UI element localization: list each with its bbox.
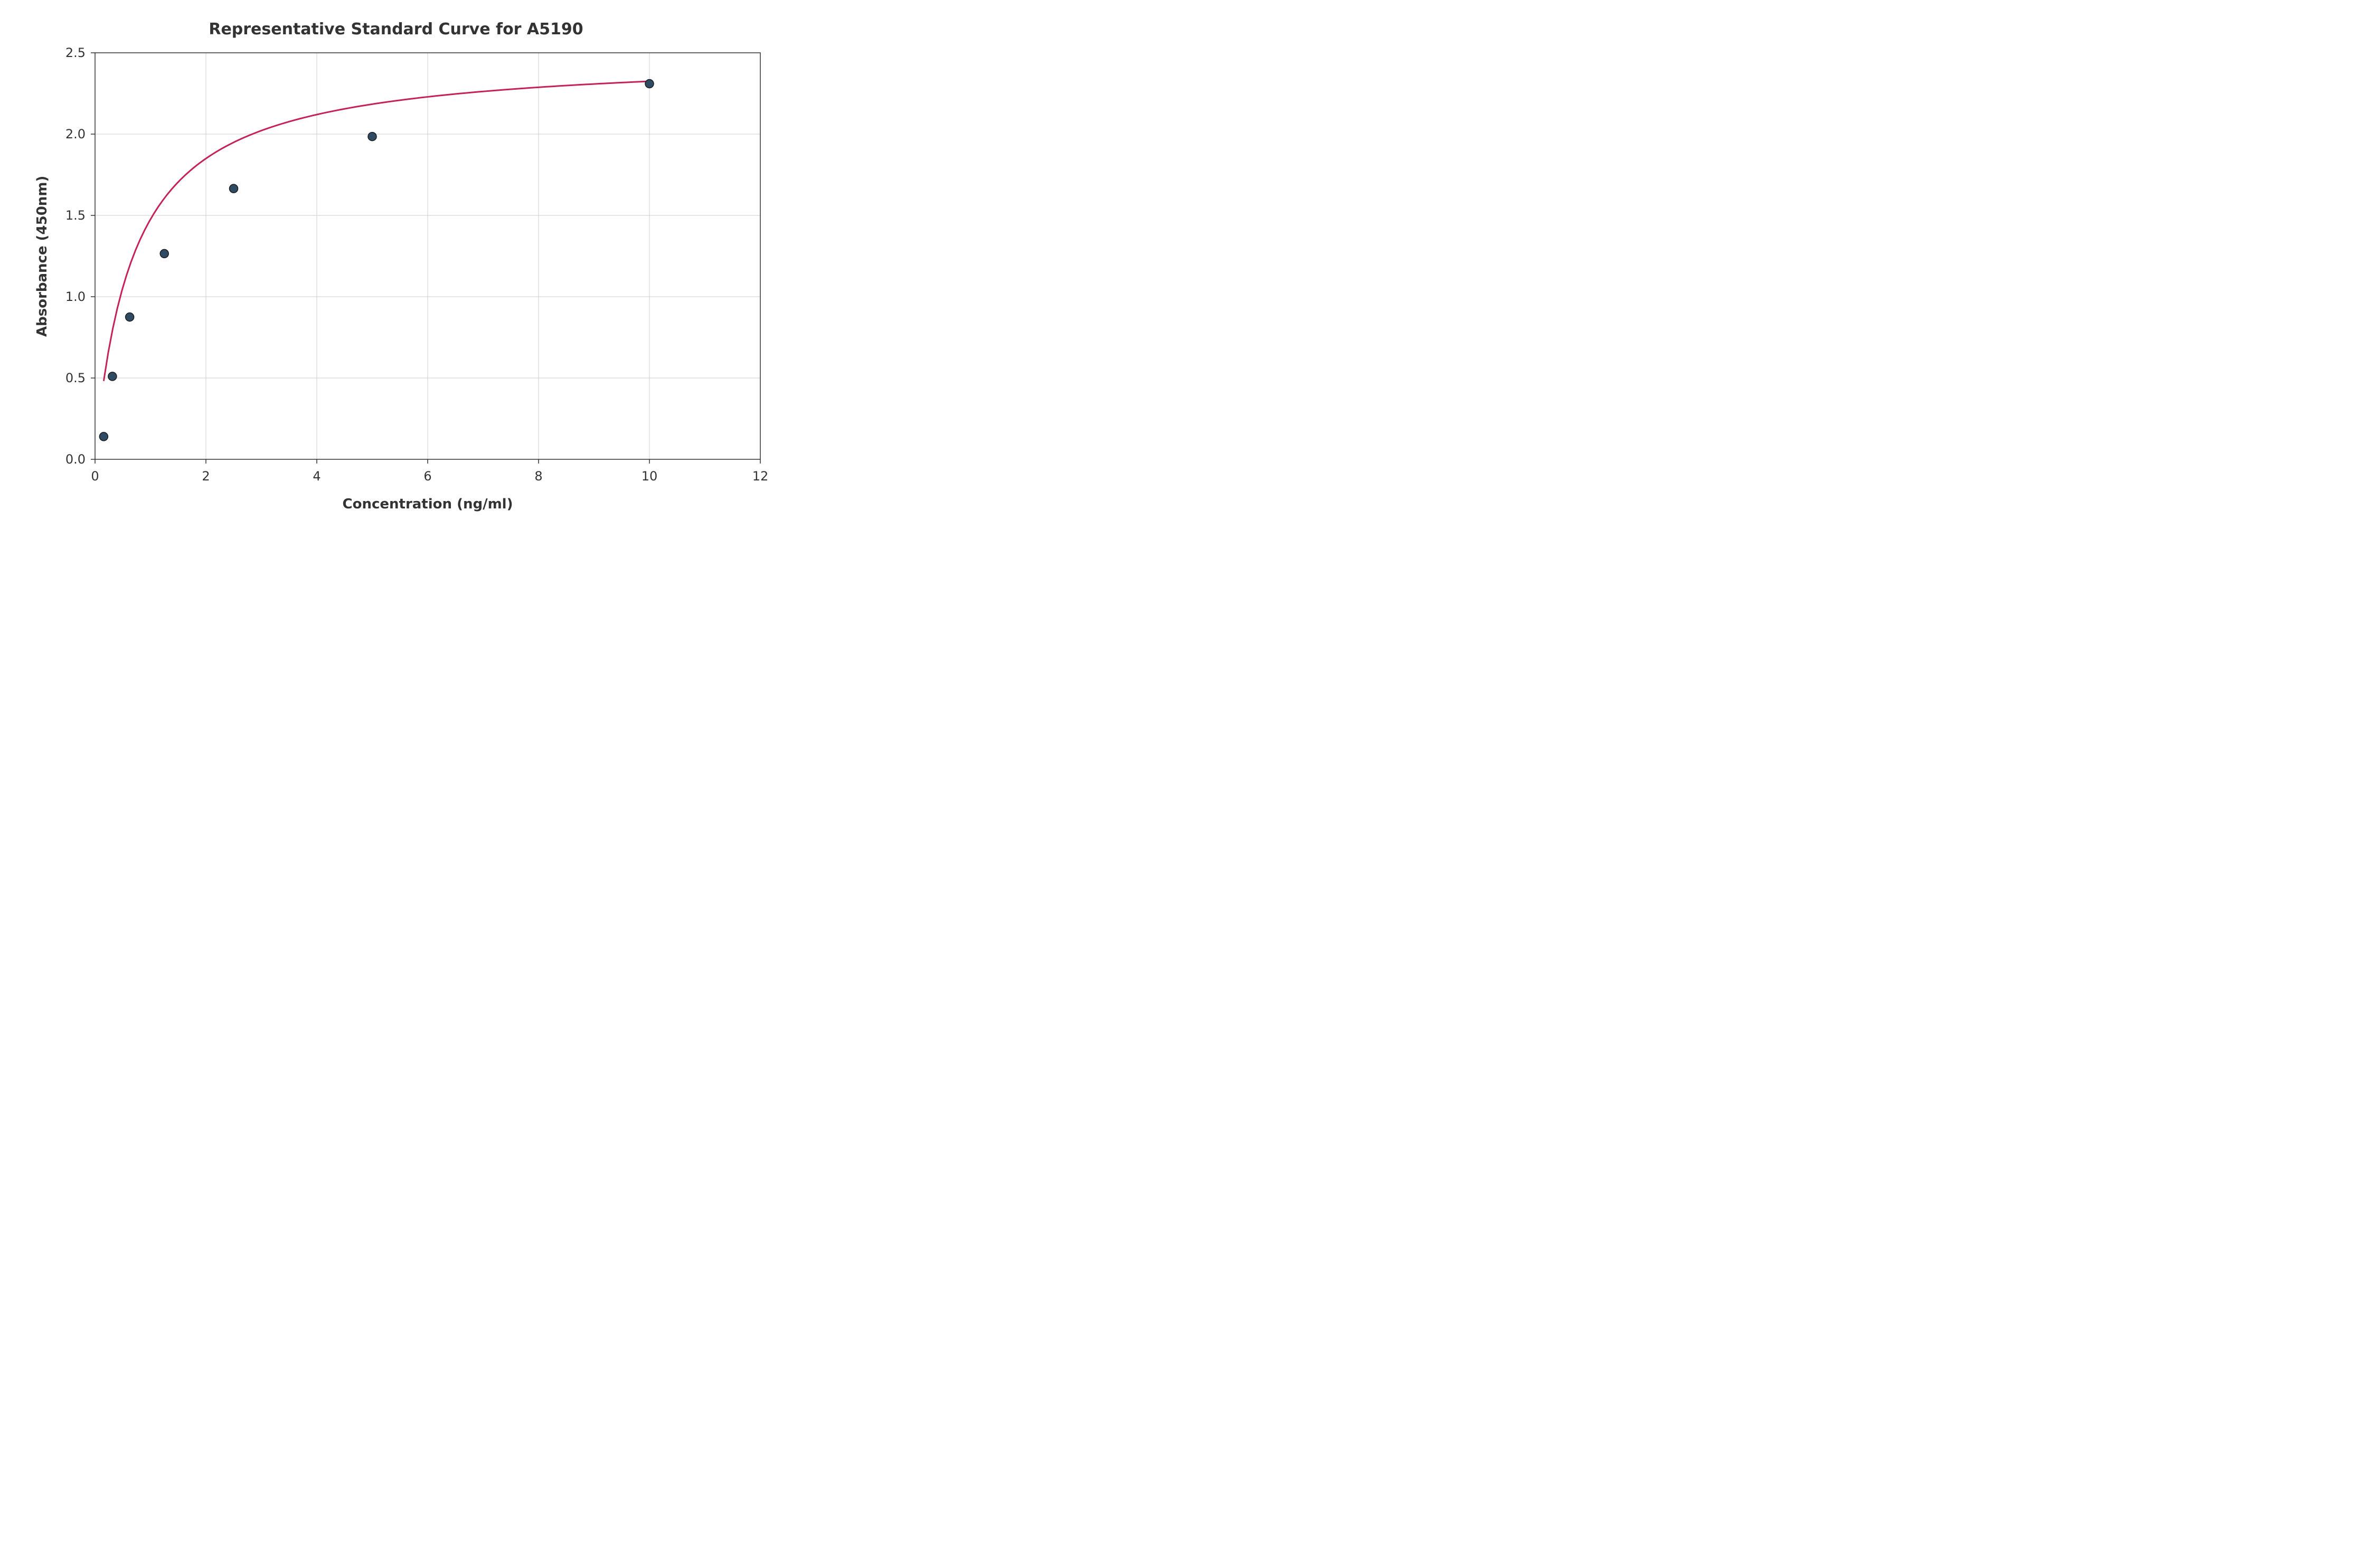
x-tick-label: 6 <box>423 469 431 484</box>
data-point <box>160 249 168 258</box>
chart-svg <box>0 0 792 523</box>
data-point <box>126 313 134 322</box>
data-point <box>108 372 117 381</box>
data-point <box>230 184 238 193</box>
y-tick-label: 1.5 <box>54 208 86 223</box>
chart-container: Representative Standard Curve for A5190 … <box>0 0 792 523</box>
x-tick-label: 2 <box>202 469 210 484</box>
y-tick-label: 2.0 <box>54 127 86 141</box>
y-tick-label: 1.0 <box>54 289 86 304</box>
y-tick-label: 0.5 <box>54 371 86 385</box>
x-tick-label: 10 <box>642 469 658 484</box>
x-tick-label: 0 <box>91 469 99 484</box>
x-tick-label: 12 <box>752 469 769 484</box>
y-tick-label: 0.0 <box>54 452 86 467</box>
x-tick-label: 4 <box>313 469 320 484</box>
data-point <box>368 133 376 141</box>
y-tick-label: 2.5 <box>54 45 86 60</box>
data-point <box>645 80 654 88</box>
data-point <box>99 432 108 441</box>
x-tick-label: 8 <box>534 469 542 484</box>
